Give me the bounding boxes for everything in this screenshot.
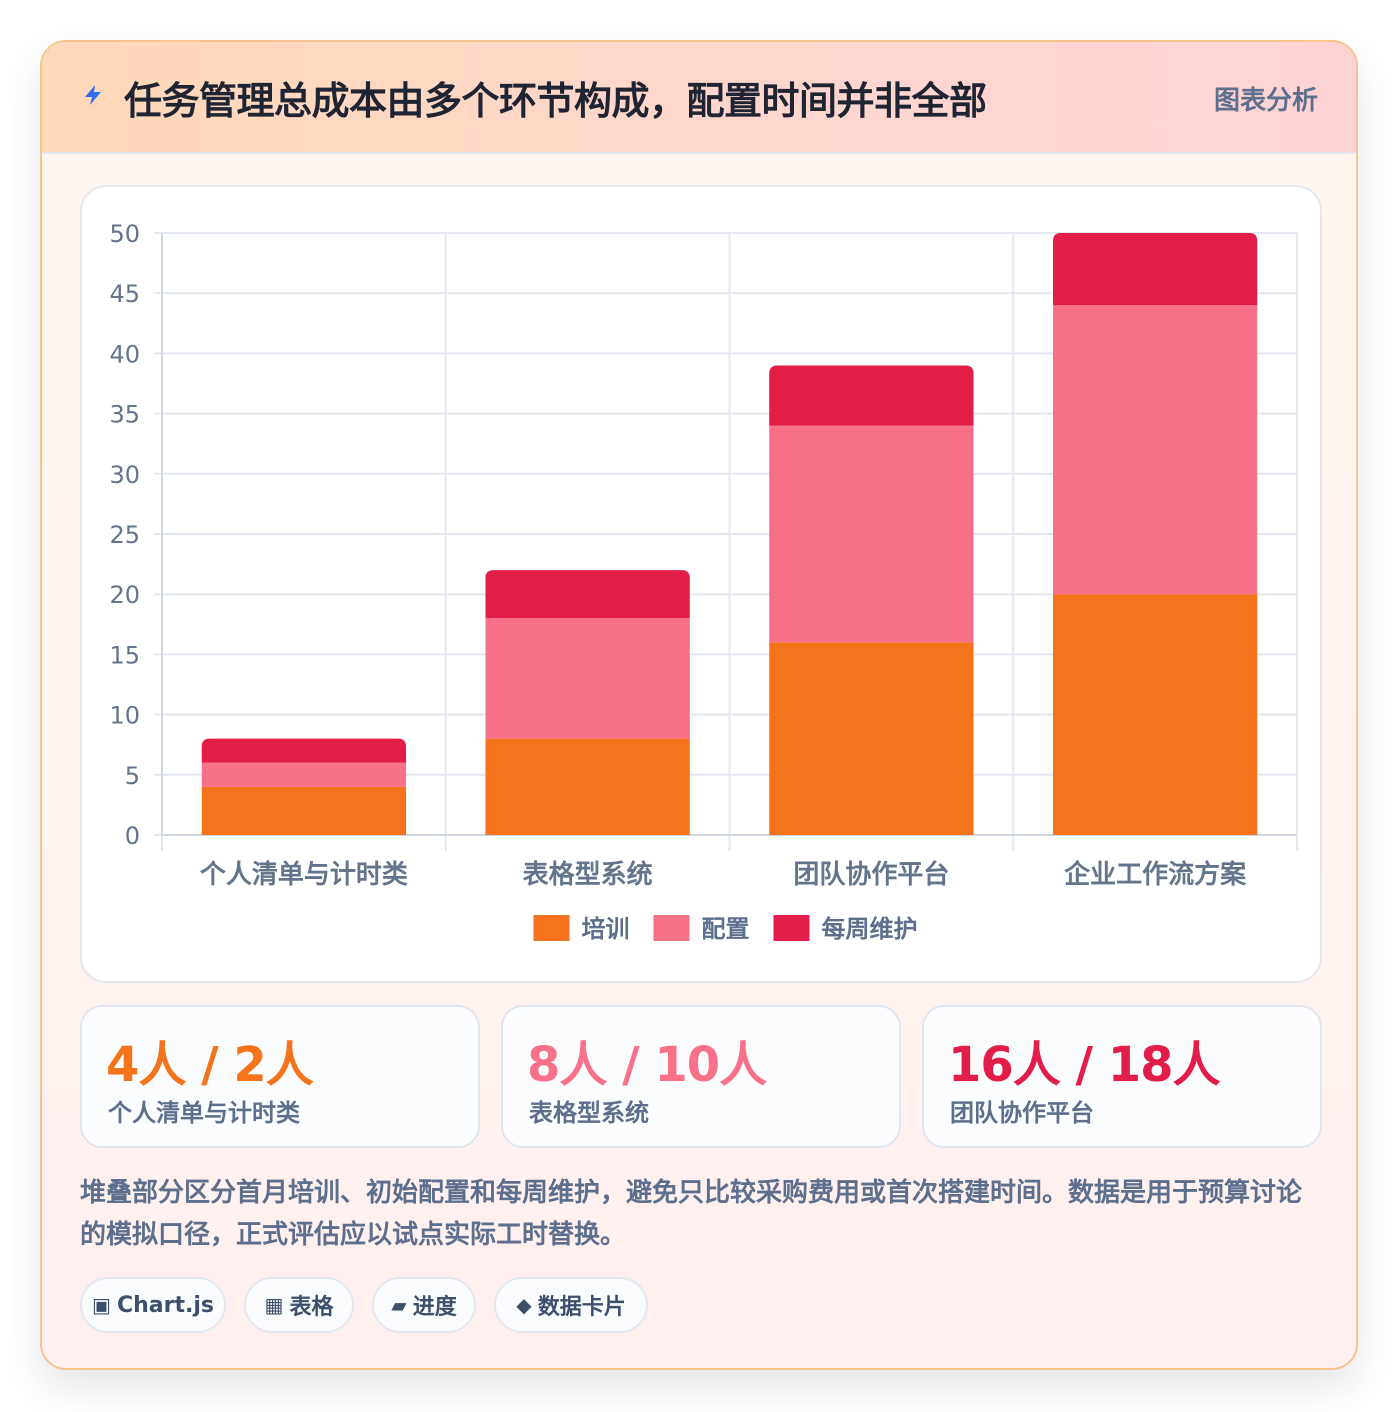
- y-tick-label: 15: [109, 641, 140, 669]
- bar-segment-1: [201, 786, 407, 835]
- chart-analysis-tag: 图表分析: [1213, 86, 1318, 116]
- chip-label: Chart.js: [116, 1292, 214, 1318]
- stat-label: 表格型系统: [529, 1099, 649, 1127]
- bar-segment-3: [1052, 233, 1258, 306]
- legend-label: 每周维护: [822, 915, 918, 943]
- chip-label: 数据卡片: [537, 1295, 626, 1320]
- chart-note: 堆叠部分区分首月培训、初始配置和每周维护，避免只比较采购费用或首次搭建时间。数据…: [80, 1178, 1303, 1250]
- chart-title: 任务管理总成本由多个环节构成，配置时间并非全部: [124, 79, 987, 123]
- x-tick-label: 表格型系统: [523, 859, 653, 890]
- stat-label: 个人清单与计时类: [108, 1099, 300, 1127]
- progress-icon: ▰: [391, 1293, 407, 1317]
- stat-card-personal: 4人 / 2人 个人清单与计时类: [80, 1005, 480, 1148]
- stacked-bar-chart: 0 5 10 15 20 25 30 35 40 45 50 个人清单与计时类 表格型系统 团队协作平台 企…: [109, 220, 1298, 943]
- bar-segment-3: [201, 738, 407, 763]
- legend-label: 配置: [702, 915, 750, 943]
- stat-card-team: 16人 / 18人 团队协作平台: [922, 1005, 1322, 1148]
- legend-swatch: [773, 915, 810, 941]
- y-tick-label: 35: [109, 401, 140, 429]
- chart-area: 0 5 10 15 20 25 30 35 40 45 50 个人清单与计时类 表格型系统 团队协作平台 企…: [80, 185, 1322, 983]
- legend-label: 培训: [582, 915, 630, 943]
- legend-swatch: [653, 915, 690, 941]
- chip-label: 表格: [289, 1295, 334, 1320]
- bar-segment-3: [769, 365, 974, 426]
- bar-segment-2: [201, 762, 407, 787]
- bar-segment-3: [485, 570, 690, 619]
- y-tick-label: 40: [109, 340, 140, 368]
- chip-table[interactable]: ▦ 表格: [244, 1277, 354, 1333]
- y-tick-label: 10: [109, 702, 140, 730]
- lightning-icon: [85, 85, 101, 105]
- stat-card-spreadsheet: 8人 / 10人 表格型系统: [501, 1005, 901, 1148]
- table-icon: ▦: [264, 1293, 284, 1317]
- bar-segment-2: [769, 425, 974, 643]
- y-tick-label: 45: [109, 280, 140, 308]
- diamond-icon: ◆: [516, 1293, 532, 1317]
- chip-data-card[interactable]: ◆ 数据卡片: [494, 1277, 648, 1333]
- chart-icon: ▣: [92, 1293, 111, 1317]
- card-header: 任务管理总成本由多个环节构成，配置时间并非全部 图表分析: [42, 42, 1356, 154]
- y-tick-label: 20: [109, 581, 140, 609]
- bar-segment-1: [1052, 594, 1258, 835]
- x-tick-label: 团队协作平台: [793, 859, 949, 890]
- stat-value: 16人 / 18人: [948, 1037, 1221, 1093]
- bar-segment-2: [1052, 305, 1258, 595]
- stat-value: 4人 / 2人: [106, 1037, 314, 1093]
- chip-label: 进度: [412, 1295, 457, 1320]
- y-tick-label: 30: [109, 461, 140, 489]
- bar-segment-2: [485, 618, 690, 739]
- bar-segment-1: [769, 642, 974, 835]
- bar-segment-1: [485, 738, 690, 835]
- y-tick-label: 25: [109, 521, 140, 549]
- chip-chartjs[interactable]: ▣ Chart.js: [80, 1277, 226, 1333]
- chip-progress[interactable]: ▰ 进度: [372, 1277, 476, 1333]
- stat-value: 8人 / 10人: [527, 1037, 767, 1093]
- x-tick-label: 个人清单与计时类: [200, 860, 408, 890]
- y-tick-label: 5: [125, 762, 140, 790]
- y-tick-label: 0: [125, 822, 140, 850]
- chart-card: 任务管理总成本由多个环节构成，配置时间并非全部 图表分析 0 5 10 15 20 25 3…: [40, 40, 1358, 1370]
- stat-label: 团队协作平台: [950, 1099, 1094, 1127]
- y-tick-label: 50: [109, 220, 140, 248]
- legend-swatch: [533, 915, 570, 941]
- x-tick-label: 企业工作流方案: [1064, 859, 1247, 890]
